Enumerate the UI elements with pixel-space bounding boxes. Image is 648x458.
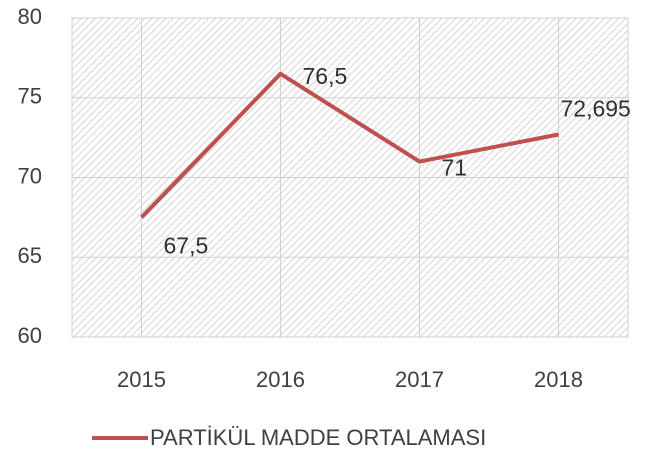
data-label: 76,5 <box>303 63 348 89</box>
data-label: 72,695 <box>561 96 631 122</box>
x-tick-label: 2016 <box>256 367 305 392</box>
y-tick-label: 80 <box>18 4 42 29</box>
x-tick-label: 2018 <box>534 367 583 392</box>
data-label: 71 <box>442 155 468 181</box>
y-tick-label: 75 <box>18 84 42 109</box>
x-tick-label: 2015 <box>117 367 166 392</box>
series-line <box>140 71 559 219</box>
y-tick-label: 65 <box>18 243 42 268</box>
y-tick-label: 70 <box>18 163 42 188</box>
legend-label: PARTİKÜL MADDE ORTALAMASI <box>150 425 486 450</box>
data-label: 67,5 <box>164 232 209 258</box>
x-tick-label: 2017 <box>395 367 444 392</box>
y-tick-label: 60 <box>18 323 42 348</box>
